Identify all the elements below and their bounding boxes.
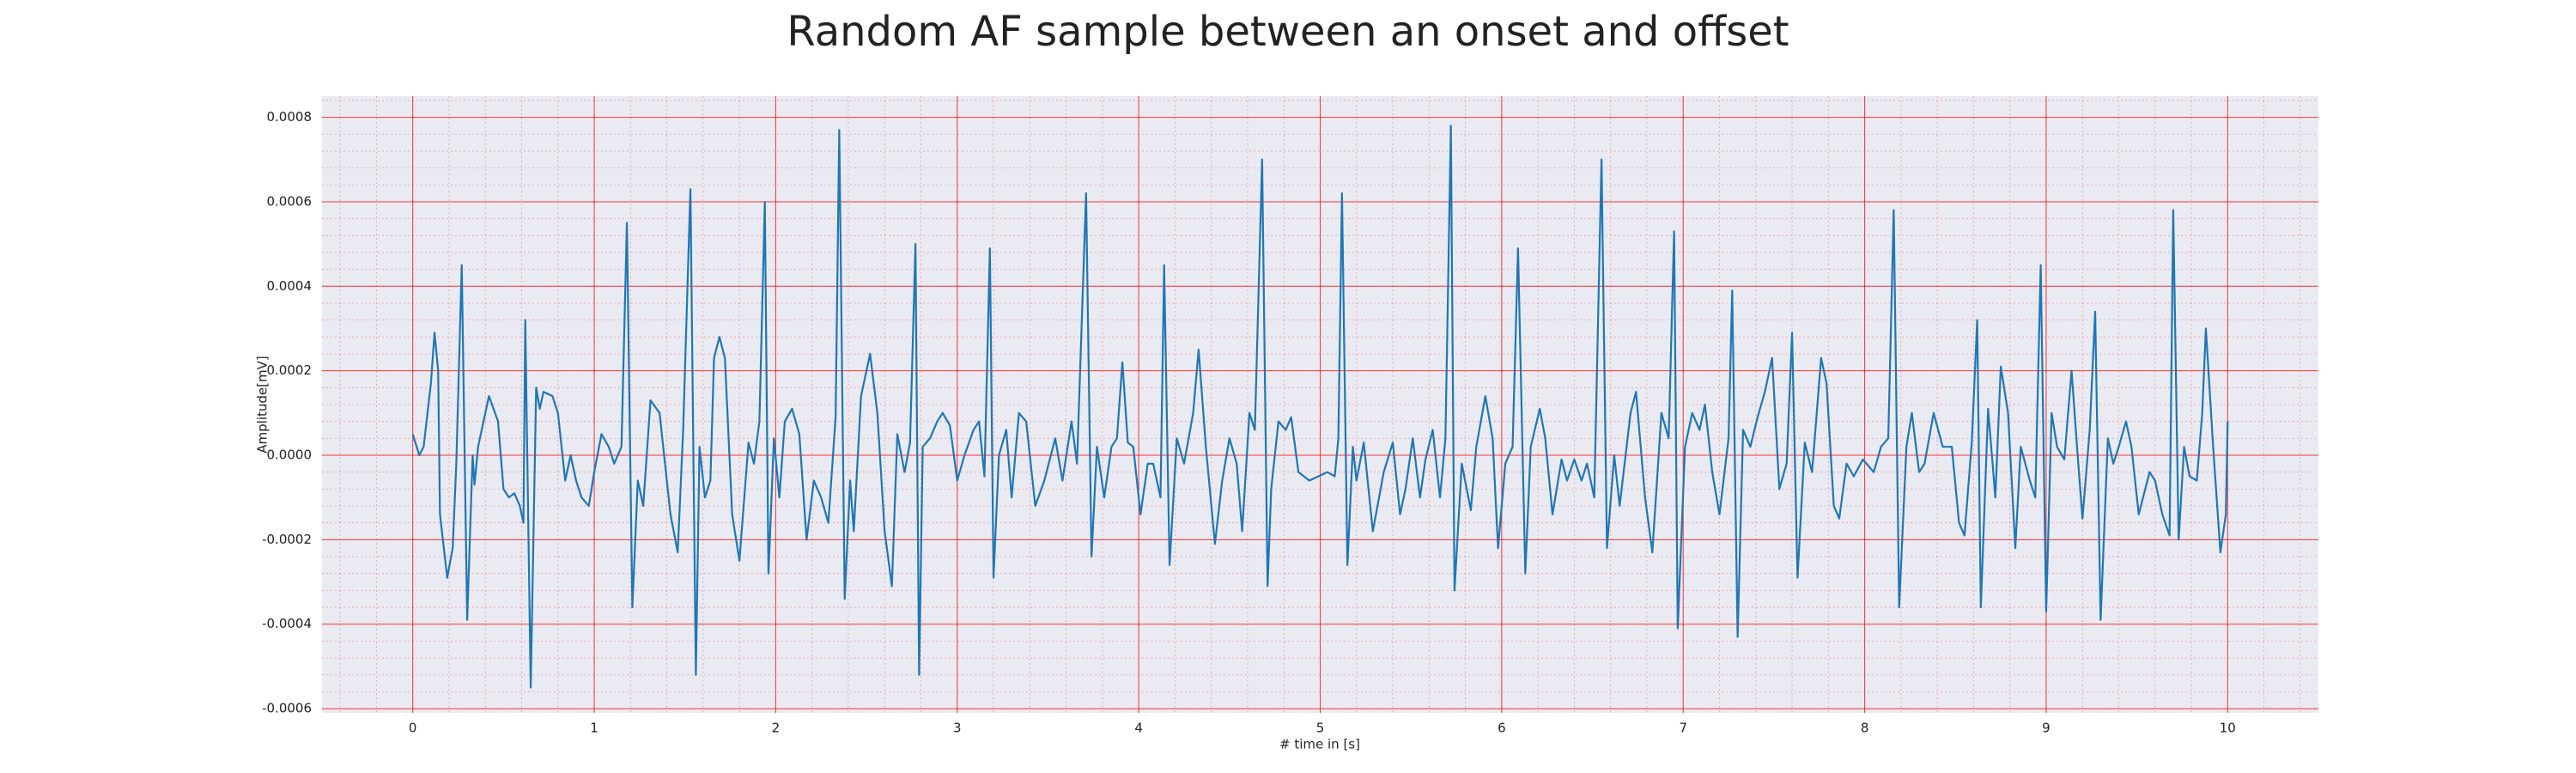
x-tick-label: 6 <box>1498 721 1506 736</box>
y-tick-label: -0.0006 <box>262 701 312 716</box>
y-tick-label: 0.0000 <box>267 447 313 463</box>
x-tick-label: 10 <box>2220 721 2236 736</box>
x-tick-label: 9 <box>2042 721 2050 736</box>
x-tick-label: 0 <box>409 721 417 736</box>
x-tick-label: 2 <box>772 721 781 736</box>
y-tick-label: 0.0004 <box>267 278 313 294</box>
x-tick-label: 1 <box>590 721 598 736</box>
y-tick-label: -0.0004 <box>262 616 312 631</box>
y-tick-label: 0.0006 <box>267 193 313 209</box>
x-tick-label: 4 <box>1134 721 1143 736</box>
signal-line <box>411 125 2229 689</box>
y-tick-label: -0.0002 <box>262 532 312 547</box>
x-tick-label: 5 <box>1316 721 1325 736</box>
y-tick-label: 0.0008 <box>267 109 313 125</box>
x-tick-label: 3 <box>953 721 962 736</box>
x-tick-label: 7 <box>1679 721 1687 736</box>
y-axis-label: Amplitude[mV] <box>255 356 270 453</box>
y-tick-label: 0.0002 <box>267 362 313 378</box>
chart-title: Random AF sample between an onset and of… <box>787 8 1789 56</box>
x-axis-label: # time in [s] <box>1279 737 1360 752</box>
x-tick-label: 8 <box>1861 721 1869 736</box>
